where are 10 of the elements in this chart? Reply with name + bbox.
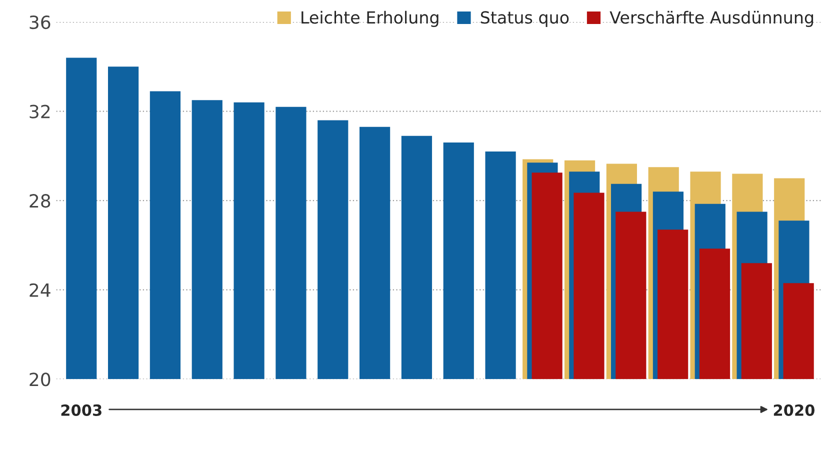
x-tick-label: 2003 [61, 404, 102, 416]
y-tick-label: 20 [30, 372, 50, 386]
y-tick-label: 32 [30, 104, 50, 118]
y-tick-label: 28 [30, 194, 50, 208]
y-tick-label: 24 [30, 283, 50, 297]
legend-label: Verschärfte Ausdünnung [610, 10, 814, 27]
legend-label: Leichte Erholung [302, 10, 438, 27]
y-tick-label: 36 [30, 15, 50, 30]
legend-label: Status quo [480, 11, 569, 27]
x-tick-label: 2020 [774, 404, 814, 416]
